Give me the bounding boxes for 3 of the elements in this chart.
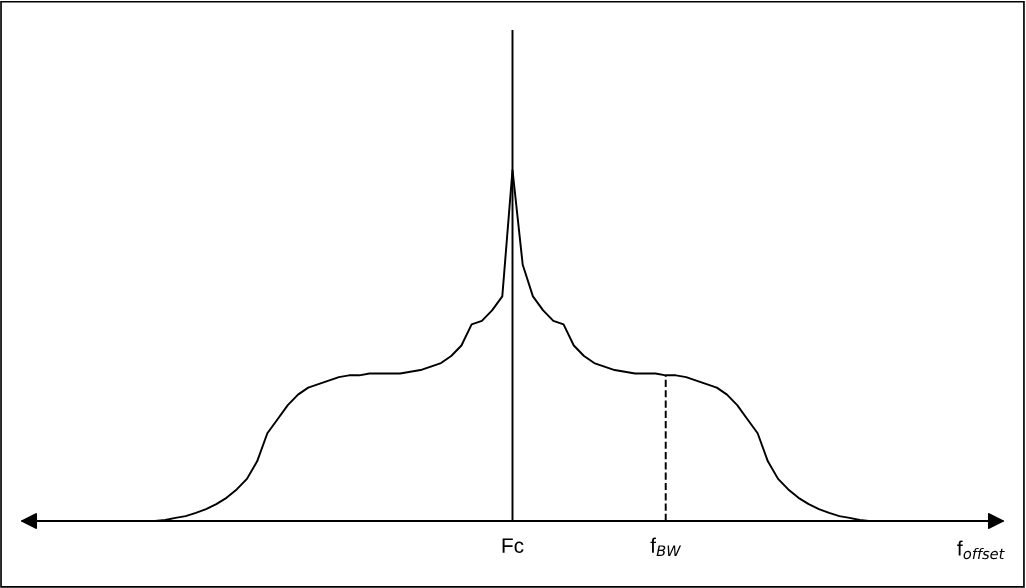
x-tick-label: Fc [502, 538, 524, 553]
x-tick-label: f$_{BW}$ [650, 537, 682, 557]
x-axis-title: f$_{offset}$ [957, 540, 1005, 560]
